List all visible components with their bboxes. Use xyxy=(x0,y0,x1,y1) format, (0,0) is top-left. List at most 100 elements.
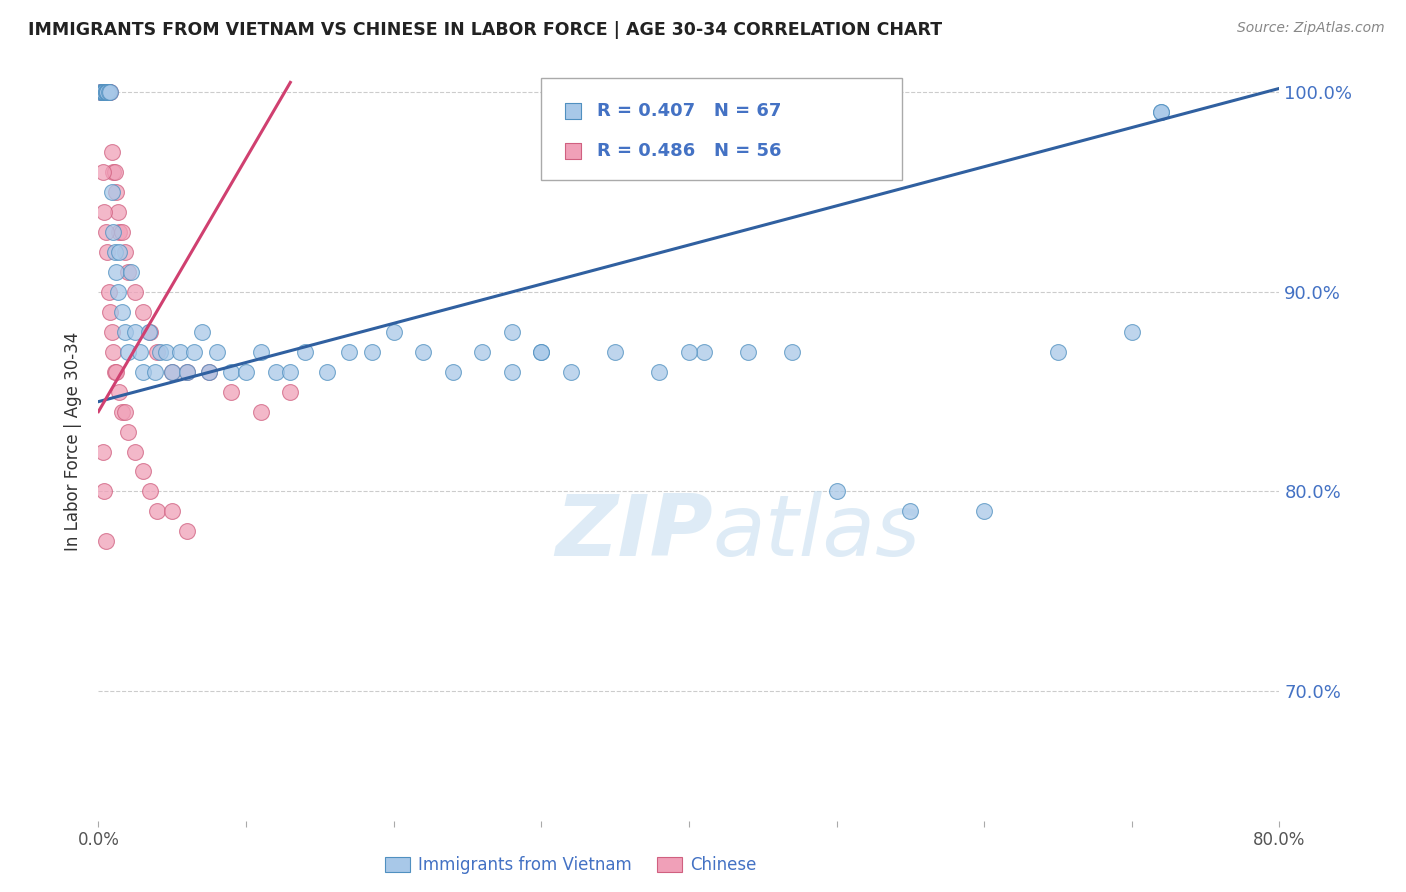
Point xyxy=(97,86,120,100)
Point xyxy=(162,365,183,379)
Point xyxy=(91,444,114,458)
Point xyxy=(737,344,759,359)
Point xyxy=(191,325,214,339)
Point xyxy=(96,86,118,100)
Point xyxy=(96,86,118,100)
Point xyxy=(501,325,523,339)
Point xyxy=(1121,325,1143,339)
Text: Source: ZipAtlas.com: Source: ZipAtlas.com xyxy=(1237,21,1385,35)
Point xyxy=(124,325,146,339)
Point xyxy=(114,404,136,418)
Point xyxy=(678,344,700,359)
Text: IMMIGRANTS FROM VIETNAM VS CHINESE IN LABOR FORCE | AGE 30-34 CORRELATION CHART: IMMIGRANTS FROM VIETNAM VS CHINESE IN LA… xyxy=(28,21,942,38)
Y-axis label: In Labor Force | Age 30-34: In Labor Force | Age 30-34 xyxy=(65,332,83,551)
Text: ZIP: ZIP xyxy=(555,491,713,574)
Point xyxy=(100,185,122,199)
Point xyxy=(91,86,114,100)
Point xyxy=(530,344,553,359)
Point xyxy=(105,265,128,279)
Point xyxy=(132,465,155,479)
Point xyxy=(93,484,115,499)
Point xyxy=(146,344,169,359)
Point xyxy=(90,86,112,100)
Point xyxy=(1046,344,1070,359)
Point xyxy=(93,205,115,219)
Point xyxy=(90,86,112,100)
Point xyxy=(149,344,172,359)
Point xyxy=(162,504,183,518)
Point xyxy=(176,365,198,379)
Point xyxy=(93,86,115,100)
Point xyxy=(139,325,162,339)
Point xyxy=(648,365,671,379)
Point xyxy=(98,86,121,100)
Point xyxy=(360,344,382,359)
Point xyxy=(97,285,120,299)
Point xyxy=(91,86,114,100)
Point xyxy=(120,265,142,279)
Point xyxy=(96,86,118,100)
Point xyxy=(169,344,191,359)
Point xyxy=(316,365,339,379)
Point xyxy=(93,86,115,100)
Point xyxy=(104,165,127,179)
Point xyxy=(530,344,553,359)
Point xyxy=(183,344,205,359)
Point xyxy=(97,86,120,100)
Point xyxy=(103,344,125,359)
Point xyxy=(93,86,115,100)
Point xyxy=(91,86,114,100)
Point xyxy=(104,365,127,379)
Point xyxy=(105,185,128,199)
Point xyxy=(146,504,169,518)
Point xyxy=(117,344,139,359)
Point xyxy=(114,325,136,339)
Point xyxy=(382,325,405,339)
Point xyxy=(294,344,316,359)
Point xyxy=(105,365,128,379)
Point xyxy=(900,504,922,518)
Point xyxy=(1150,105,1173,120)
Point xyxy=(138,325,160,339)
Point xyxy=(128,344,150,359)
Point xyxy=(412,344,434,359)
Point xyxy=(681,214,703,228)
Point xyxy=(235,365,257,379)
Point xyxy=(100,145,122,160)
Point xyxy=(1150,105,1173,120)
Point xyxy=(501,365,523,379)
Point xyxy=(91,165,114,179)
Point xyxy=(280,384,302,399)
Point xyxy=(693,344,716,359)
Point xyxy=(94,86,117,100)
Point xyxy=(93,86,115,100)
Point xyxy=(107,285,129,299)
Point xyxy=(108,225,131,239)
Point xyxy=(114,244,136,259)
Point xyxy=(94,534,117,549)
Point xyxy=(124,444,146,458)
Point xyxy=(107,205,129,219)
Point xyxy=(264,365,287,379)
Point xyxy=(176,524,198,539)
Text: atlas: atlas xyxy=(713,491,921,574)
Point xyxy=(90,86,112,100)
Point xyxy=(221,365,243,379)
Point xyxy=(94,86,117,100)
Point xyxy=(681,318,703,332)
Point xyxy=(98,86,121,100)
Point xyxy=(108,244,131,259)
Point xyxy=(103,225,125,239)
Point xyxy=(198,365,221,379)
Point xyxy=(132,305,155,319)
Point xyxy=(91,86,114,100)
FancyBboxPatch shape xyxy=(541,78,901,180)
Point xyxy=(143,365,166,379)
Point xyxy=(103,165,125,179)
Point xyxy=(973,504,995,518)
Point xyxy=(162,365,183,379)
Point xyxy=(205,344,228,359)
Point xyxy=(471,344,494,359)
Point xyxy=(94,86,117,100)
Point xyxy=(117,265,139,279)
